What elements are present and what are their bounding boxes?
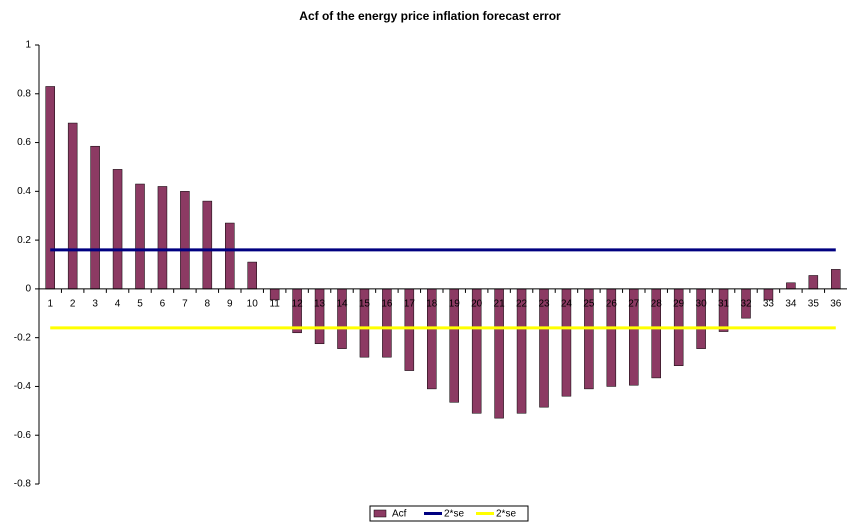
x-tick-label: 21 bbox=[494, 299, 506, 310]
x-tick-label: 34 bbox=[785, 299, 797, 310]
bar bbox=[718, 288, 729, 332]
x-tick-label: 10 bbox=[247, 299, 259, 310]
x-tick-label: 15 bbox=[359, 299, 371, 310]
y-tick-label: 0.2 bbox=[17, 235, 31, 246]
x-tick-label: 30 bbox=[696, 299, 708, 310]
bar bbox=[67, 122, 78, 290]
x-tick-label: 12 bbox=[292, 299, 304, 310]
x-tick-label: 9 bbox=[227, 299, 233, 310]
x-tick-label: 5 bbox=[137, 299, 143, 310]
x-tick-label: 31 bbox=[718, 299, 730, 310]
y-tick-label: 1 bbox=[25, 40, 31, 51]
x-tick-label: 32 bbox=[740, 299, 752, 310]
x-tick-label: 35 bbox=[808, 299, 820, 310]
x-tick-label: 27 bbox=[628, 299, 640, 310]
bar bbox=[786, 282, 796, 290]
x-tick-label: 6 bbox=[160, 299, 166, 310]
x-tick-label: 18 bbox=[426, 299, 438, 310]
x-tick-label: 17 bbox=[404, 299, 416, 310]
bar bbox=[314, 288, 325, 345]
x-tick-label: 13 bbox=[314, 299, 326, 310]
bar bbox=[157, 186, 168, 290]
y-tick-label: 0.6 bbox=[17, 137, 31, 148]
bar bbox=[45, 86, 55, 290]
x-tick-label: 3 bbox=[92, 299, 98, 310]
x-tick-label: 2 bbox=[70, 299, 76, 310]
bar bbox=[90, 145, 100, 290]
x-tick-label: 23 bbox=[538, 299, 550, 310]
x-tick-label: 29 bbox=[673, 299, 685, 310]
legend-swatch bbox=[373, 509, 387, 518]
x-tick-label: 14 bbox=[336, 299, 348, 310]
x-tick-label: 4 bbox=[115, 299, 121, 310]
bar bbox=[831, 269, 841, 290]
y-tick-label: -0.2 bbox=[14, 332, 32, 343]
x-tick-label: 22 bbox=[516, 299, 528, 310]
y-tick-label: 0 bbox=[25, 284, 31, 295]
x-tick-label: 24 bbox=[561, 299, 573, 310]
x-tick-label: 11 bbox=[269, 299, 280, 310]
x-tick-label: 8 bbox=[205, 299, 211, 310]
bar bbox=[225, 222, 235, 290]
x-tick-label: 28 bbox=[651, 299, 663, 310]
y-tick-label: 0.4 bbox=[17, 186, 31, 197]
y-tick-label: -0.6 bbox=[14, 430, 32, 441]
bar bbox=[808, 275, 819, 290]
bar bbox=[292, 288, 302, 334]
x-tick-label: 36 bbox=[830, 299, 842, 310]
x-tick-label: 7 bbox=[182, 299, 188, 310]
bar bbox=[202, 200, 213, 290]
x-tick-label: 33 bbox=[763, 299, 775, 310]
legend-label: Acf bbox=[392, 509, 407, 520]
bar bbox=[180, 191, 190, 290]
bar bbox=[112, 169, 123, 290]
x-tick-label: 20 bbox=[471, 299, 483, 310]
bar bbox=[247, 261, 257, 290]
x-tick-label: 26 bbox=[606, 299, 618, 310]
x-tick-label: 25 bbox=[583, 299, 595, 310]
y-tick-label: -0.4 bbox=[14, 381, 32, 392]
bar bbox=[135, 183, 145, 290]
legend-label: 2*se bbox=[496, 509, 516, 520]
chart-title: Acf of the energy price inflation foreca… bbox=[299, 9, 561, 23]
x-tick-label: 19 bbox=[449, 299, 461, 310]
y-tick-label: 0.8 bbox=[17, 88, 31, 99]
legend-box bbox=[369, 505, 529, 522]
x-tick-label: 16 bbox=[381, 299, 393, 310]
legend-label: 2*se bbox=[444, 509, 464, 520]
x-tick-label: 1 bbox=[47, 299, 53, 310]
y-tick-label: -0.8 bbox=[14, 479, 32, 490]
